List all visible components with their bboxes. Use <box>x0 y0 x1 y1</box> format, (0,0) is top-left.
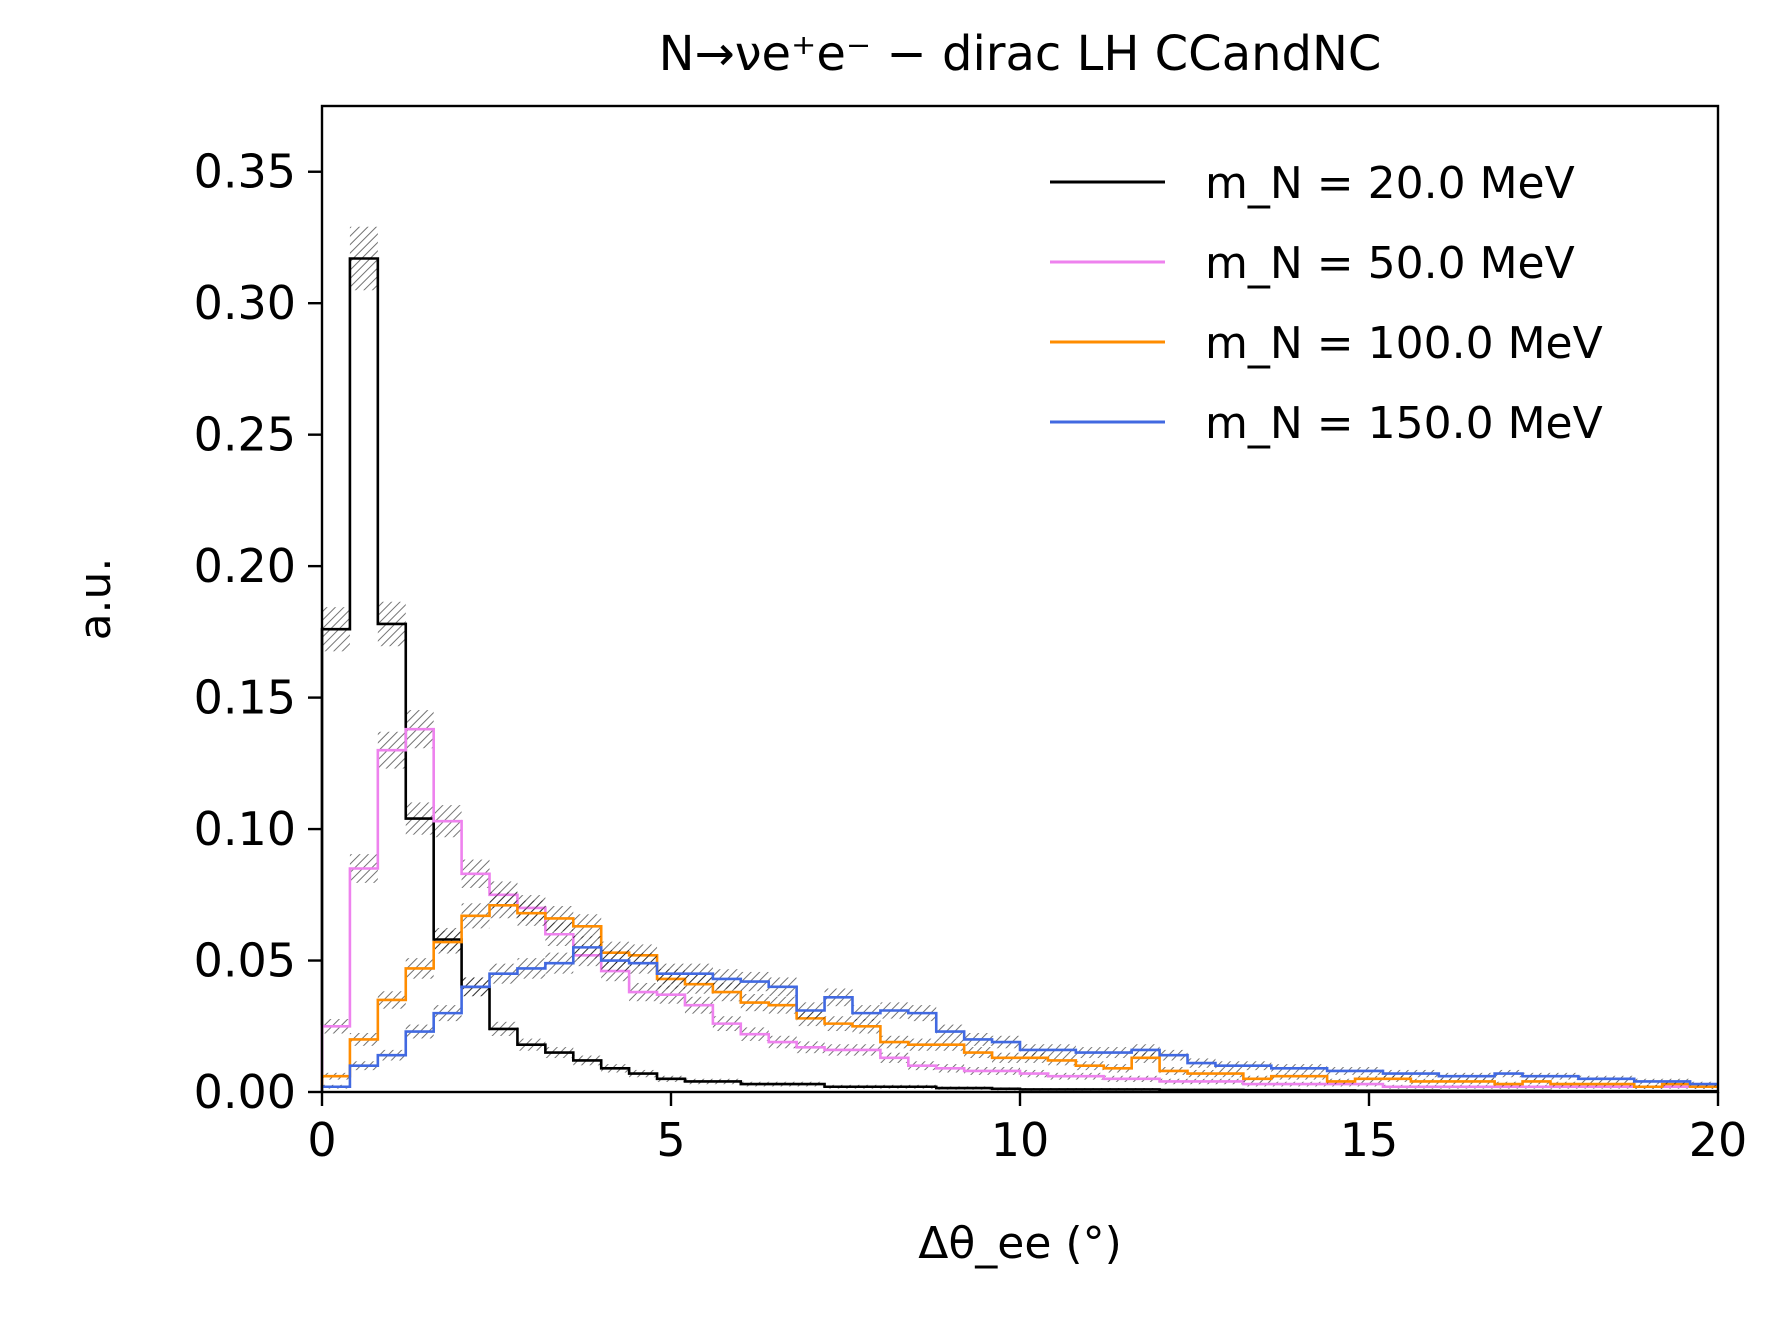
series-3 <box>320 892 1718 1092</box>
y-tick-label: 0.35 <box>194 145 296 199</box>
legend-label: m_N = 100.0 MeV <box>1205 318 1603 369</box>
x-tick-label: 15 <box>1340 1113 1399 1167</box>
histogram-line <box>320 946 1718 1092</box>
series-4 <box>320 936 1718 1092</box>
y-tick-label: 0.25 <box>194 408 296 462</box>
x-axis-label: Δθ_ee (°) <box>918 1218 1121 1269</box>
x-tick-label: 20 <box>1689 1113 1748 1167</box>
series-layer <box>320 226 1718 1093</box>
y-tick-label: 0.15 <box>194 671 296 725</box>
y-tick-label: 0.30 <box>194 276 296 330</box>
legend-label: m_N = 150.0 MeV <box>1205 398 1603 449</box>
y-axis: 0.00 0.05 0.10 0.15 0.20 0.25 0.30 0.35 <box>194 145 322 1119</box>
x-tick-label: 5 <box>656 1113 685 1167</box>
legend-label: m_N = 20.0 MeV <box>1205 158 1575 209</box>
legend-label: m_N = 50.0 MeV <box>1205 238 1575 289</box>
y-axis-label: a.u. <box>70 558 121 641</box>
y-tick-label: 0.10 <box>194 802 296 856</box>
legend: m_N = 20.0 MeV m_N = 50.0 MeV m_N = 100.0 … <box>1050 158 1603 449</box>
x-tick-label: 10 <box>991 1113 1050 1167</box>
y-tick-label: 0.20 <box>194 539 296 593</box>
x-tick-label: 0 <box>307 1113 336 1167</box>
x-axis: 0 5 10 15 20 <box>307 1092 1747 1167</box>
y-tick-label: 0.00 <box>194 1065 296 1119</box>
y-tick-label: 0.05 <box>194 934 296 988</box>
histogram-line <box>320 904 1718 1092</box>
chart-title: N→νe⁺e⁻ − dirac LH CCandNC <box>659 26 1382 82</box>
histogram-line <box>320 257 1718 1093</box>
